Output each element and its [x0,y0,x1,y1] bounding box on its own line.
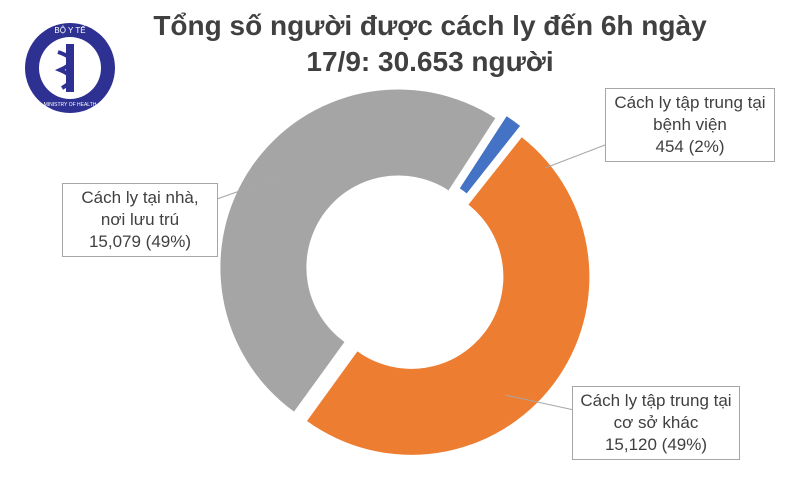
donut-slice [306,137,590,455]
logo-staff [66,44,74,92]
data-label: Cách ly tập trung tại bệnh viện 454 (2%) [605,88,775,162]
donut [220,89,590,455]
donut-slice [220,89,496,412]
value-label: 15,079 (49%) [88,232,192,251]
logo-top: BỘ Y TẾ [54,25,85,35]
category-label: Cách ly tập trung tại bệnh viện [614,93,766,134]
chart-title: Tổng số người được cách ly đến 6h ngày 1… [153,10,707,77]
category-label: Cách ly tại nhà, nơi lưu trú [81,188,199,229]
logo-snake [54,50,73,90]
data-label: Cách ly tại nhà, nơi lưu trú 15,079 (49%… [62,183,218,257]
category-label: Cách ly tập trung tại cơ sở khác [580,391,732,432]
logo: BỘ Y TẾ MINISTRY OF HEALTH [25,23,115,113]
value-label: 454 (2%) [655,137,725,156]
leader-line [504,394,575,411]
donut-slice [459,116,521,194]
data-label: Cách ly tập trung tại cơ sở khác 15,120 … [572,386,740,460]
logo-bottom: MINISTRY OF HEALTH [44,102,97,108]
value-label: 15,120 (49%) [604,435,708,454]
